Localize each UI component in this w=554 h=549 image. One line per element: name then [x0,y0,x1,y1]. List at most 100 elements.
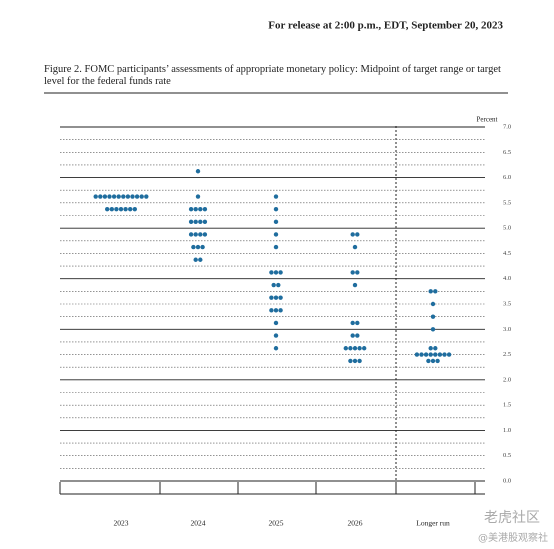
dot [343,346,348,351]
dot [273,320,279,326]
dot [198,257,203,262]
dot [278,308,283,313]
dot [200,244,205,250]
dot [93,194,98,199]
dot [198,219,203,225]
dot [116,194,121,199]
dot [435,358,440,364]
dot [144,194,149,199]
dot [278,295,283,300]
y-tick-label: 2.5 [503,351,511,358]
dot [423,352,429,357]
dot [433,352,438,357]
y-tick-label: 1.0 [503,427,511,434]
dot [188,206,194,212]
y-tick-label: 4.5 [503,250,511,257]
dot [269,295,274,300]
dot [202,206,208,212]
dot [139,194,144,199]
dot [273,308,279,313]
dot [357,358,362,364]
dot [350,270,355,275]
x-tick-label: 2025 [269,519,284,528]
x-axis-ticks [59,482,476,494]
dot [430,327,436,332]
y-tick-label: 3.5 [503,300,511,307]
dot [188,219,194,225]
dot [352,358,358,364]
dot [273,219,279,225]
dot [355,232,360,237]
dot [193,219,198,225]
chart-title: Figure 2. FOMC participants’ assessments… [44,64,501,87]
y-tick-label: 2.0 [503,376,511,383]
dot [125,194,131,199]
dot [195,244,201,250]
y-axis-label: Percent [477,116,498,124]
y-tick-label: 6.5 [503,149,511,156]
dot [271,282,276,288]
dot [352,282,358,288]
x-tick-label: 2023 [114,519,129,528]
dot [273,333,279,338]
dot [118,206,124,212]
y-tick-label: 4.0 [503,275,511,282]
dot [426,358,431,364]
dot [128,206,133,212]
y-tick-label: 5.0 [503,225,511,232]
dot [357,346,362,351]
dot [428,346,433,351]
y-tick-label: 6.0 [503,174,511,181]
y-tick-label: 0.0 [503,477,511,484]
dot [355,320,360,326]
caption-box: Figure 2. FOMC participants’ assessments… [44,64,501,87]
dot [350,320,355,326]
dot [430,314,436,319]
dot [193,257,198,262]
watermark: @美港股观察社 [478,531,548,544]
dot [428,289,433,294]
x-tick-label: Longer run [416,519,450,528]
dot [350,333,355,338]
dot [273,295,279,300]
dot [446,352,452,357]
dot [191,244,196,250]
dot [269,270,274,275]
dot [273,270,279,275]
dot [130,194,135,199]
dot [442,352,447,357]
dot [355,270,360,275]
dot [273,244,279,250]
dot [193,232,198,237]
dot [419,352,424,357]
y-tick-label: 0.5 [503,452,511,459]
dot [123,206,128,212]
dot [202,232,208,237]
y-tick-label: 3.0 [503,326,511,333]
dot [198,232,203,237]
dot [433,346,438,351]
dot [269,308,274,313]
dot [273,194,279,199]
dot [193,206,198,212]
dot [352,244,358,250]
dot [278,270,283,275]
dot [198,206,203,212]
dot [273,206,279,212]
dot [111,194,117,199]
dot [352,346,358,351]
dot [202,219,208,225]
dot [433,289,438,294]
y-tick-label: 5.5 [503,199,511,206]
dot [362,346,367,351]
x-tick-label: 2024 [191,519,206,528]
dot [348,358,353,364]
dot [273,346,279,351]
dot [428,352,433,357]
dot [132,206,137,212]
dot [430,301,436,307]
dot [195,194,201,199]
dot [355,333,360,338]
dot [273,232,279,237]
